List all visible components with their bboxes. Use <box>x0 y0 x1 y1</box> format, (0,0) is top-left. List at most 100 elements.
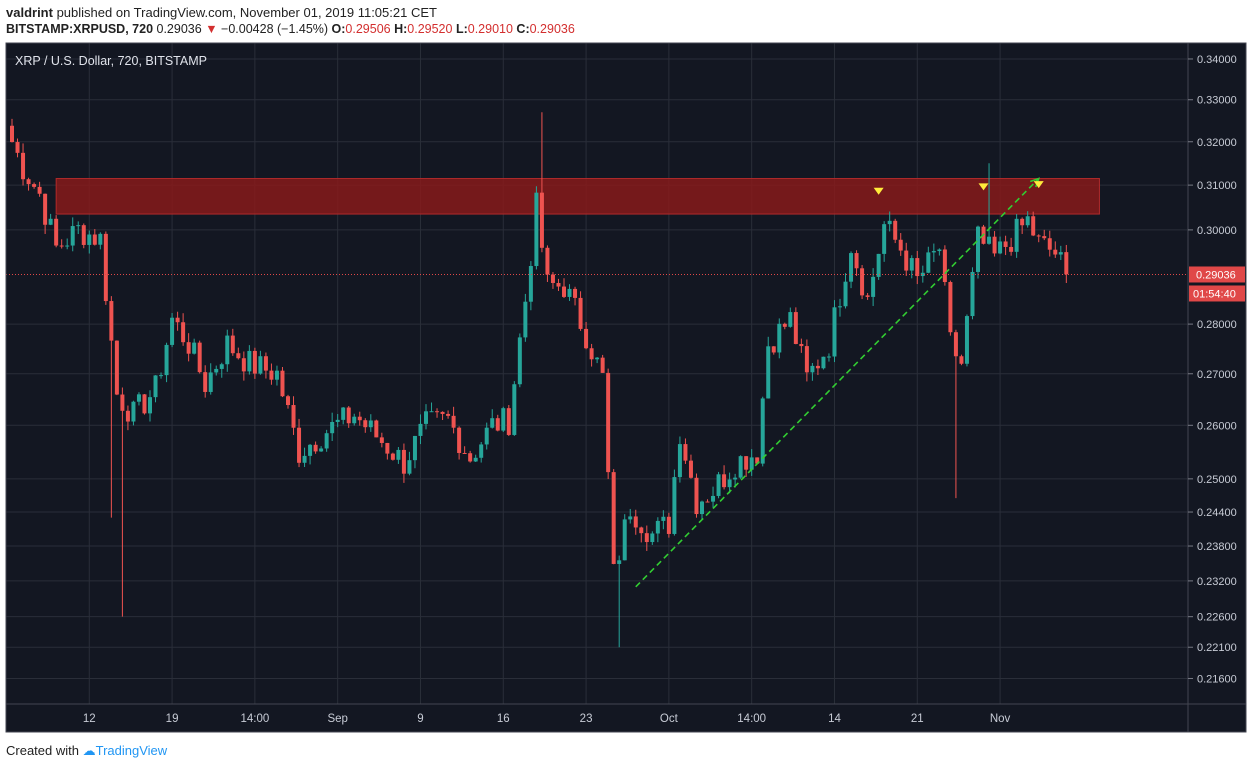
open-value: 0.29506 <box>345 22 391 36</box>
down-arrow-icon: ▼ <box>205 22 218 36</box>
candle-body <box>114 340 119 395</box>
candle-body <box>589 348 594 360</box>
candle-body <box>733 477 738 480</box>
candle-body <box>357 416 362 421</box>
candle-body <box>595 357 600 360</box>
candle-body <box>584 328 589 349</box>
candle-body <box>854 253 859 269</box>
candle-body <box>379 437 384 443</box>
candle-body <box>48 218 53 225</box>
candle-body <box>1058 252 1063 255</box>
sell-marker-icon <box>873 187 884 195</box>
time-axis[interactable]: 12 19 14:00 Sep 9 16 23 Oct 14:00 14 21 Nov <box>83 713 1011 725</box>
candle-body <box>711 495 716 502</box>
candle-body <box>81 225 86 245</box>
candle-body <box>882 224 887 254</box>
candle-body <box>396 449 401 460</box>
candle-body <box>633 516 638 528</box>
candle-body <box>203 372 208 392</box>
candle-body <box>700 501 704 515</box>
y-tick-label: 0.31000 <box>1197 180 1237 192</box>
candle-body <box>159 375 164 377</box>
candle-body <box>412 435 417 461</box>
candle-body <box>87 234 92 245</box>
candle-body <box>1025 216 1030 226</box>
candle-body <box>219 364 224 369</box>
candle-body <box>777 323 782 353</box>
candle-body <box>1031 216 1036 236</box>
resistance-zone <box>55 178 1100 215</box>
countdown-tag <box>1189 285 1245 302</box>
candle-body <box>876 253 881 277</box>
price-tags: 0.29036 01:54:40 <box>1189 266 1245 302</box>
candle-body <box>539 192 544 248</box>
candle-body <box>804 346 809 373</box>
price-axis[interactable]: 0.34000 0.33000 0.32000 0.31000 0.30000 0.280… <box>1188 54 1237 686</box>
candle-body <box>1064 252 1069 275</box>
candle-body <box>766 346 771 399</box>
candle-body <box>650 533 655 543</box>
candle-body <box>871 276 876 297</box>
candle-body <box>247 350 252 372</box>
y-tick-label: 0.24400 <box>1197 507 1237 519</box>
x-tick-label: 16 <box>497 713 510 725</box>
candle-body <box>286 396 290 406</box>
candle-body <box>655 520 660 534</box>
publish-info: valdrint published on TradingView.com, N… <box>6 5 437 20</box>
ascending-trendline <box>635 177 1040 588</box>
candle-body <box>937 249 942 252</box>
candle-body <box>435 411 440 413</box>
candle-body <box>274 370 279 380</box>
candle-body <box>263 356 268 371</box>
candle-body <box>457 427 462 453</box>
candle-body <box>683 444 688 461</box>
candle-body <box>258 356 263 374</box>
candle-body <box>1053 249 1058 255</box>
y-tick-label: 0.23200 <box>1197 576 1237 588</box>
candle-body <box>225 335 230 365</box>
tradingview-brand[interactable]: TradingView <box>95 743 168 758</box>
candle-body <box>821 356 826 369</box>
candle-body <box>672 477 677 534</box>
candle-body <box>865 295 870 297</box>
x-tick-label: 21 <box>911 713 924 725</box>
candle-body <box>451 415 456 428</box>
candle-body <box>517 337 522 385</box>
candle-body <box>622 519 627 561</box>
candle-body <box>970 271 975 317</box>
candle-body <box>341 407 346 420</box>
candle-body <box>838 306 842 308</box>
candle-body <box>887 220 892 225</box>
x-tick-label: 14:00 <box>737 713 766 725</box>
candle-body <box>495 418 500 431</box>
candle-body <box>948 282 953 333</box>
candle-body <box>666 516 671 534</box>
x-tick-label: 12 <box>83 713 96 725</box>
candle-body <box>694 477 699 515</box>
y-tick-label: 0.26000 <box>1197 420 1237 432</box>
candle-body <box>1036 235 1041 237</box>
candle-body <box>131 401 136 422</box>
candle-body <box>335 419 340 422</box>
candle-body <box>109 301 114 341</box>
y-tick-label: 0.23800 <box>1197 541 1237 553</box>
candle-body <box>15 142 20 153</box>
bar-countdown-value: 01:54:40 <box>1193 288 1236 300</box>
current-price-tag <box>1189 266 1245 283</box>
author-name[interactable]: valdrint <box>6 5 53 20</box>
candle-body <box>1009 246 1014 252</box>
y-tick-label: 0.21600 <box>1197 673 1237 685</box>
candle-body <box>142 394 147 414</box>
tradingview-logo-icon[interactable]: ☁ <box>82 743 96 758</box>
candle-body <box>501 408 506 431</box>
y-tick-label: 0.34000 <box>1197 54 1237 66</box>
candle-body <box>915 258 920 277</box>
candle-body <box>744 456 749 470</box>
candle-body <box>120 394 125 411</box>
candle-body <box>987 236 992 244</box>
symbol-label: BITSTAMP:XRPUSD <box>6 22 126 36</box>
candle-body <box>291 405 296 428</box>
candle-body <box>197 342 202 373</box>
candle-body <box>893 220 898 240</box>
